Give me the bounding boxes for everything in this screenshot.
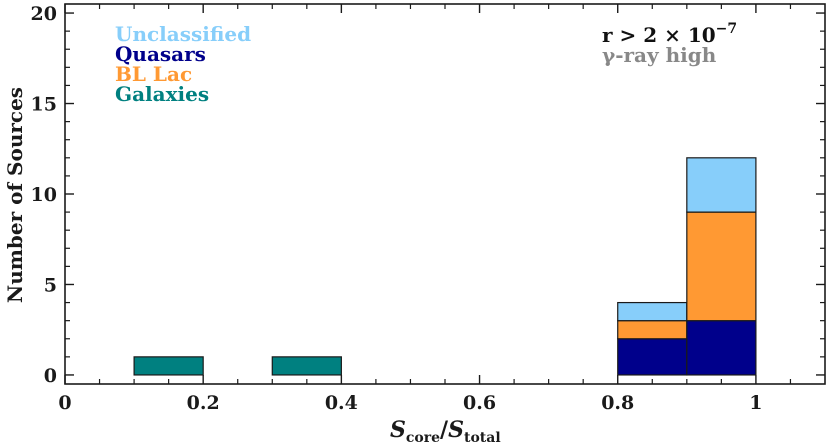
x-axis-label: Score/Stotal [390, 417, 501, 444]
threshold-annotation-exponent: −7 [716, 21, 737, 37]
legend-entry-bl-lac: BL Lac [115, 62, 192, 86]
x-tick-label: 1 [749, 392, 762, 414]
bar-bl-lac-0.9-1 [686, 211, 757, 322]
bar-quasars-0.9-1 [686, 320, 757, 376]
x-tick-label: 0.2 [187, 392, 220, 414]
x-axis-label-sub2: total [464, 430, 501, 444]
bar-galaxies-0.3-0.4 [271, 356, 342, 376]
x-axis-label-slash: / [440, 417, 449, 443]
y-tick-label: 5 [44, 274, 57, 296]
bar-unclassified-0.9-1 [686, 157, 757, 213]
legend-entry-unclassified: Unclassified [115, 22, 251, 46]
legend-entry-galaxies: Galaxies [115, 82, 209, 106]
ticks-layer [64, 4, 825, 384]
bars-layer [133, 157, 757, 376]
bar-galaxies-0.1-0.2 [133, 356, 204, 376]
bar-quasars-0.8-0.9 [617, 338, 688, 376]
threshold-annotation-text: r > 2 × 10 [602, 23, 716, 47]
x-axis-label-s2: S [448, 417, 464, 443]
y-tick-label: 10 [31, 184, 57, 206]
legend-entry-quasars: Quasars [115, 42, 206, 66]
bar-unclassified-0.8-0.9 [617, 301, 688, 322]
y-tick-label: 20 [31, 3, 57, 25]
x-axis-label-sub1: core [406, 430, 440, 444]
y-tick-label: 15 [31, 94, 57, 116]
x-tick-label: 0.4 [325, 392, 358, 414]
x-tick-label: 0.6 [463, 392, 496, 414]
y-axis-label: Number of Sources [3, 87, 27, 303]
x-axis-label-s1: S [390, 417, 406, 443]
x-tick-label: 0 [58, 392, 71, 414]
sample-annotation: γ-ray high [602, 43, 717, 67]
y-tick-label: 0 [44, 365, 57, 387]
bar-bl-lac-0.8-0.9 [617, 320, 688, 340]
x-tick-label: 0.8 [601, 392, 634, 414]
threshold-annotation: r > 2 × 10−7 [602, 21, 737, 47]
